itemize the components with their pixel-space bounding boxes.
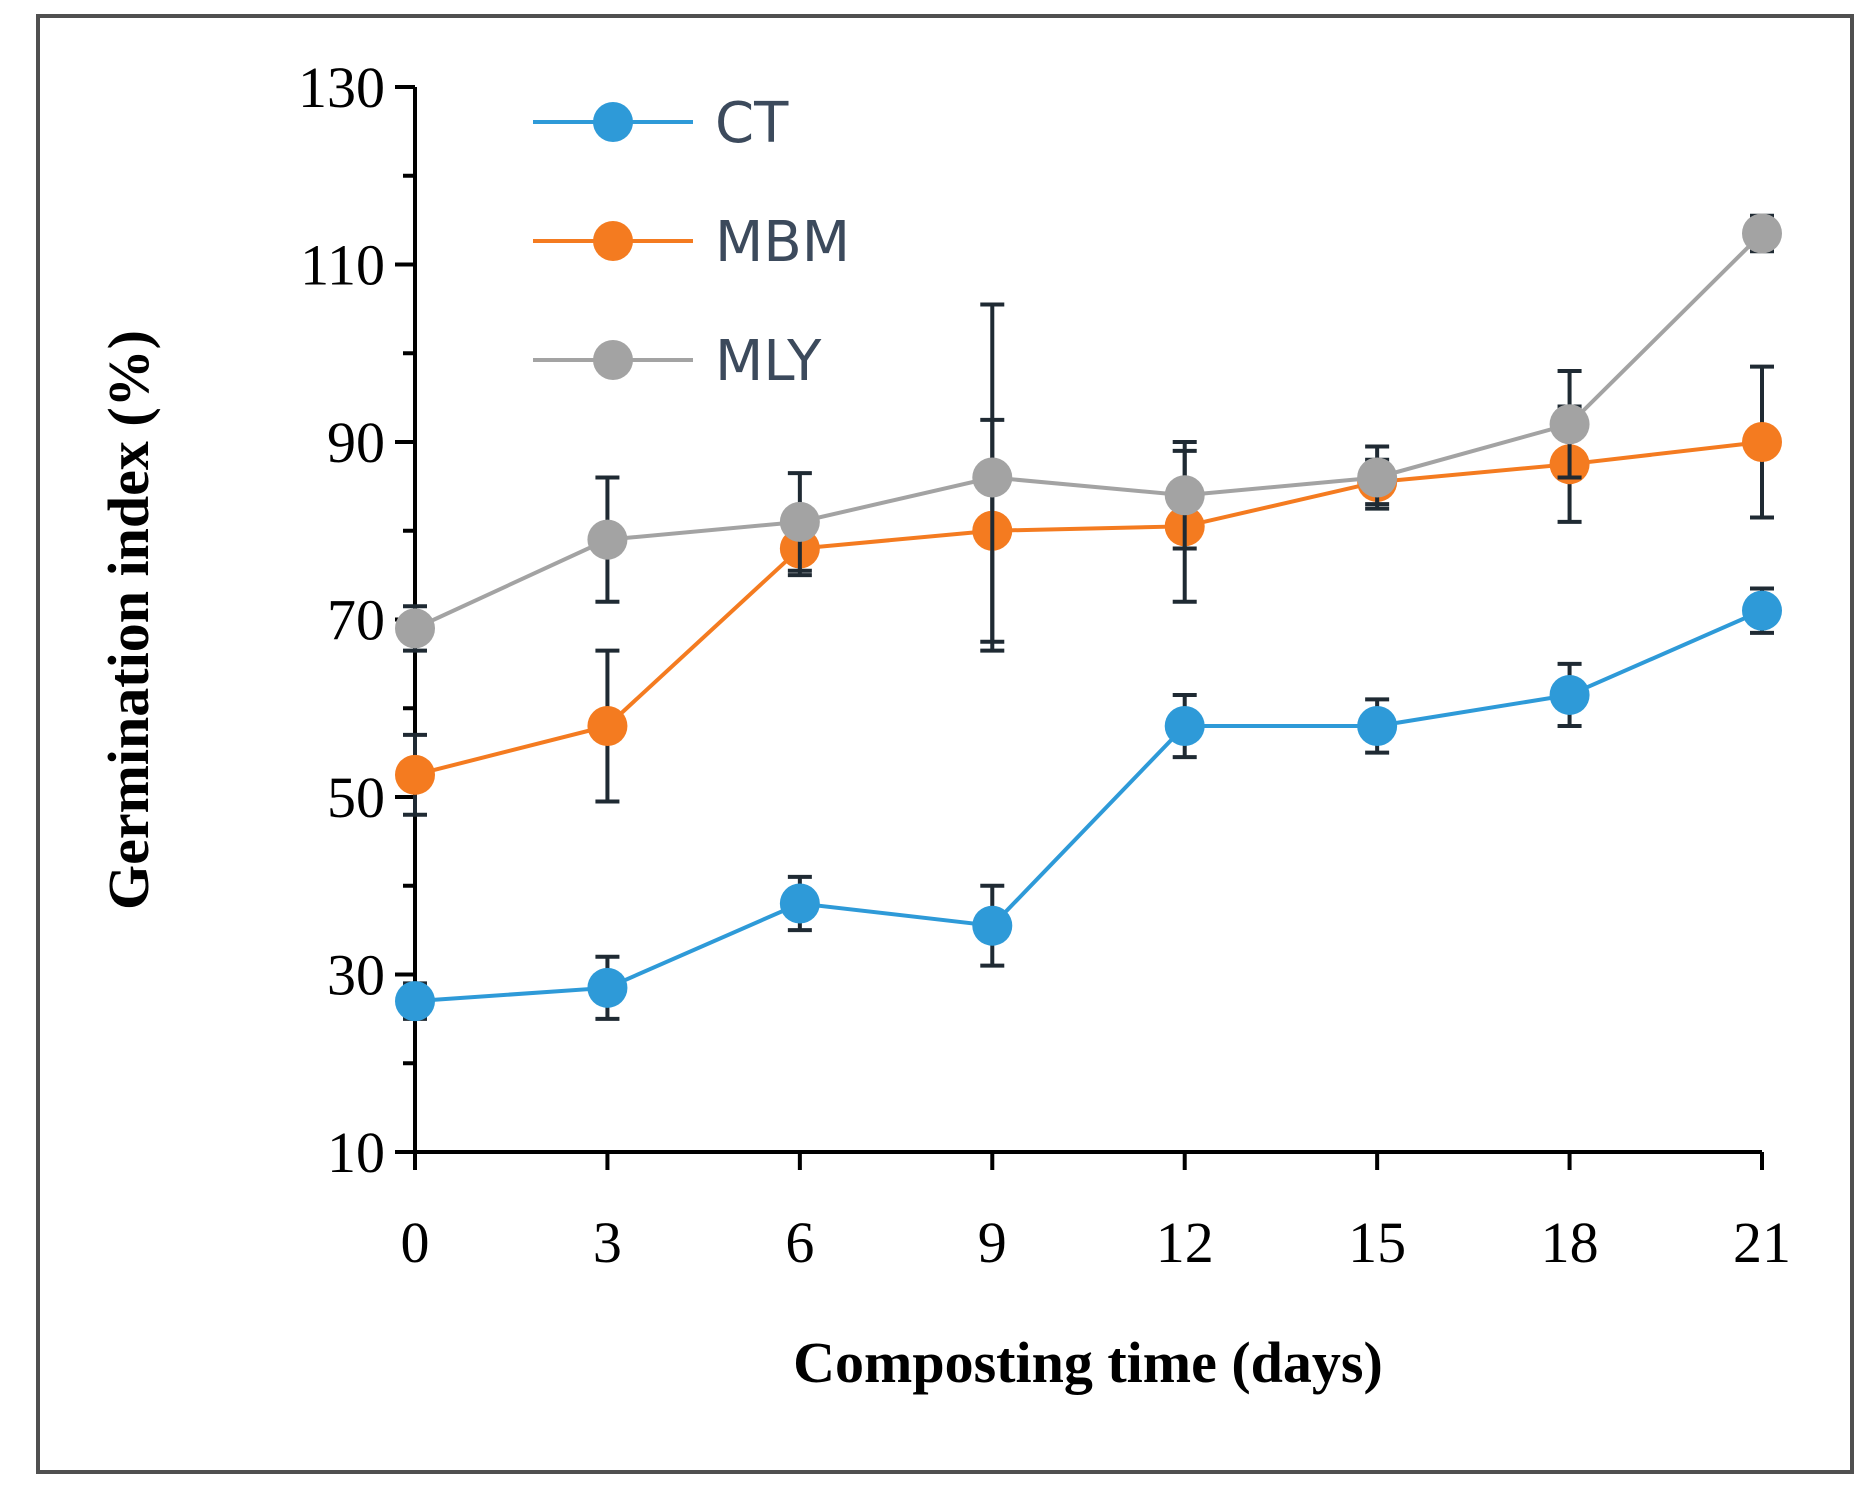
legend-label-ct: CT — [715, 91, 789, 156]
legend-item-mly: MLY — [533, 329, 822, 394]
data-point-mly — [1164, 475, 1205, 516]
data-point-ct — [1742, 590, 1782, 631]
x-axis-ticks: 0 3 6 9 12 15 18 21 — [401, 1152, 1791, 1275]
x-tick-label: 0 — [401, 1210, 430, 1275]
data-point-ct — [587, 967, 628, 1008]
data-point-ct — [1164, 706, 1205, 746]
data-point-mbm — [395, 754, 435, 795]
data-point-mbm — [587, 706, 628, 746]
y-axis-ticks: 10 30 50 70 90 110 130 — [298, 55, 415, 1185]
data-point-ct — [779, 883, 820, 924]
data-point-mly — [1549, 404, 1590, 445]
x-axis-label: Composting time (days) — [793, 1330, 1383, 1395]
y-tick-label: 70 — [327, 588, 385, 653]
x-tick-label: 21 — [1733, 1210, 1791, 1275]
y-tick-label: 110 — [300, 233, 385, 298]
x-tick-label: 9 — [978, 1210, 1007, 1275]
y-tick-label: 50 — [327, 765, 385, 830]
legend: CT MBM MLY — [533, 91, 850, 394]
data-point-mly — [779, 501, 820, 542]
y-axis-label: Germination index (%) — [96, 330, 161, 910]
x-tick-label: 18 — [1541, 1210, 1599, 1275]
data-point-mly — [587, 519, 628, 560]
x-tick-label: 15 — [1348, 1210, 1406, 1275]
series-layer — [395, 213, 1782, 1022]
data-point-mly — [395, 608, 435, 649]
figure-border — [36, 14, 1854, 1474]
legend-label-mbm: MBM — [715, 210, 850, 275]
data-point-mly — [972, 457, 1013, 498]
x-tick-label: 6 — [785, 1210, 814, 1275]
y-tick-label: 10 — [327, 1120, 385, 1185]
data-point-ct — [1357, 706, 1398, 746]
legend-marker-mly — [593, 340, 633, 380]
series-ct — [395, 586, 1782, 1022]
data-point-ct — [972, 905, 1013, 946]
x-tick-label: 3 — [593, 1210, 622, 1275]
series-mly — [395, 213, 1782, 653]
legend-marker-ct — [593, 102, 633, 142]
data-point-mbm — [1742, 422, 1782, 462]
series-line-mbm — [414, 440, 1763, 777]
y-tick-label: 90 — [327, 410, 385, 475]
y-tick-label: 130 — [298, 55, 385, 120]
series-line-mly — [414, 232, 1764, 631]
legend-item-mbm: MBM — [533, 210, 850, 275]
data-point-mly — [1357, 457, 1398, 498]
data-point-ct — [1549, 674, 1590, 715]
legend-label-mly: MLY — [715, 329, 822, 394]
data-point-mly — [1742, 213, 1782, 254]
legend-item-ct: CT — [533, 91, 789, 156]
y-tick-label: 30 — [327, 943, 385, 1008]
series-line-ct — [414, 608, 1763, 1004]
data-point-ct — [395, 981, 435, 1022]
legend-marker-mbm — [593, 221, 633, 261]
x-tick-label: 12 — [1156, 1210, 1214, 1275]
